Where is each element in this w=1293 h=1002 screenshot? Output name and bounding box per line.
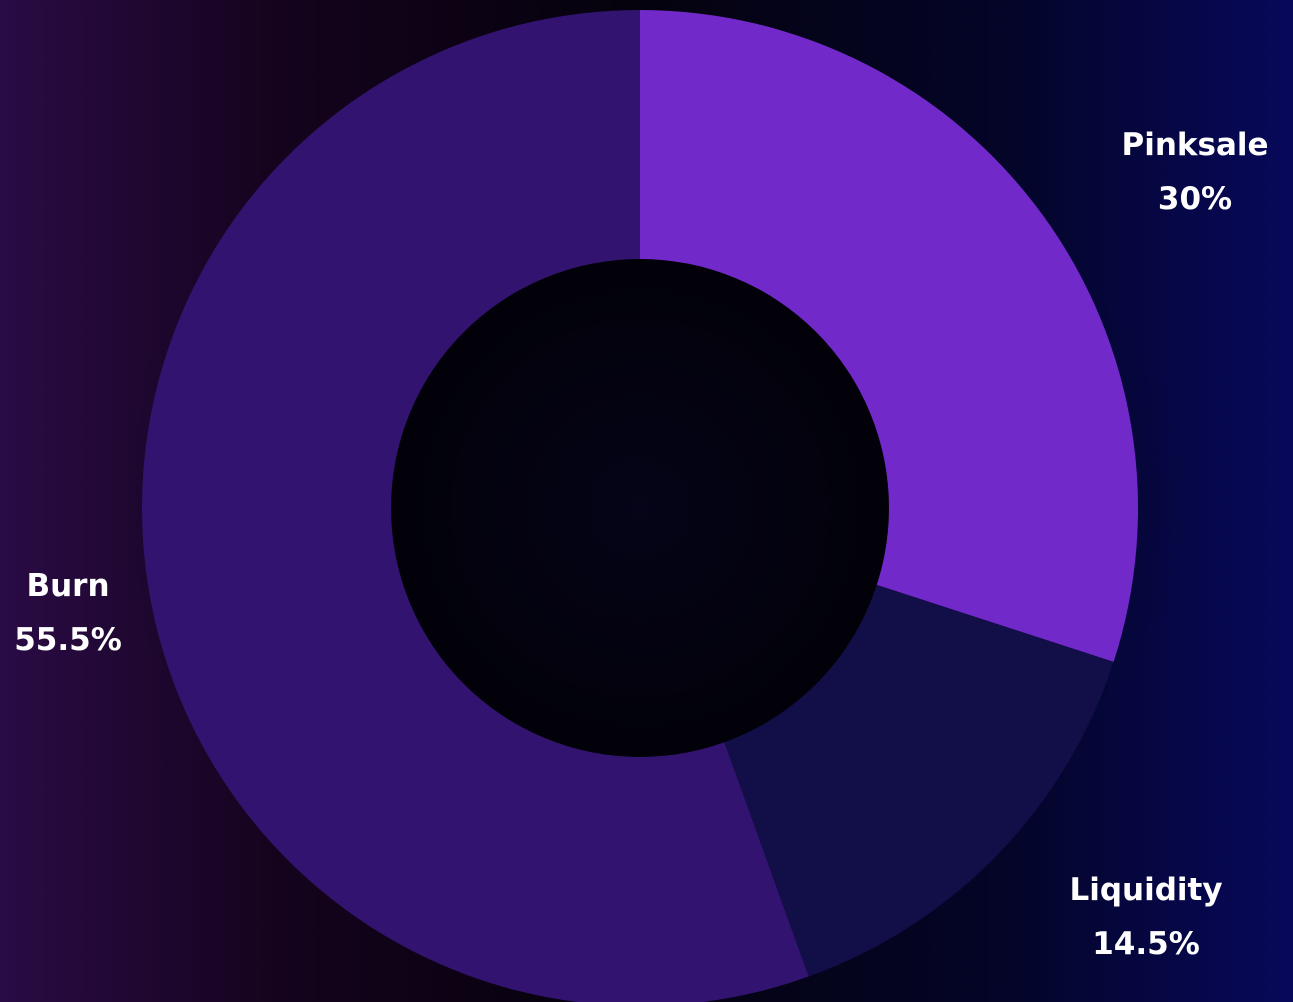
slice-value-burn: 55.5% (14, 622, 122, 658)
donut-hole (391, 259, 889, 757)
slice-value-pinksale: 30% (1158, 181, 1232, 217)
slice-label-burn: Burn (26, 568, 109, 604)
slice-value-liquidity: 14.5% (1092, 926, 1200, 962)
slice-label-liquidity: Liquidity (1069, 872, 1222, 908)
slice-label-pinksale: Pinksale (1121, 127, 1268, 163)
labels-layer: Pinksale 30% Liquidity 14.5% Burn 55.5% (14, 127, 1268, 962)
